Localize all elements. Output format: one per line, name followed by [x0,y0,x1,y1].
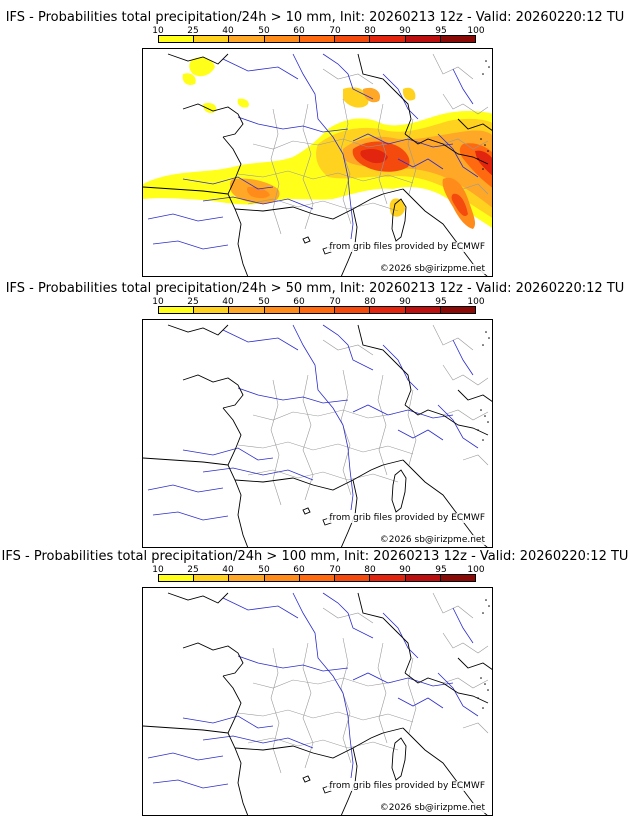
scale-swatch [194,575,230,581]
scale-swatch [194,307,230,313]
color-scale-bar [158,306,476,314]
scale-label: 95 [435,565,447,575]
forecast-panel-100mm: IFS - Probabilities total precipitation/… [0,539,630,816]
copyright-notice: ©2026 sb@irizpme.net [377,803,487,813]
copyright-notice: ©2026 sb@irizpme.net [377,264,487,274]
scale-swatch [229,575,265,581]
data-source-credit: from grib files provided by ECMWF [327,781,487,791]
scale-label: 25 [187,565,199,575]
scale-label: 90 [399,565,411,575]
forecast-panel-50mm: IFS - Probabilities total precipitation/… [0,271,630,548]
scale-swatch [335,36,371,42]
scale-swatch [299,575,336,581]
probability-map: from grib files provided by ECMWF ©2026 … [142,319,493,548]
scale-swatch [229,307,265,313]
scale-label: 40 [222,26,234,36]
scale-label: 95 [435,297,447,307]
color-scale-bar [158,574,476,582]
scale-label: 100 [467,565,485,575]
probability-map: from grib files provided by ECMWF ©2026 … [142,48,493,277]
scale-label: 25 [187,297,199,307]
scale-swatch [440,575,475,581]
scale-swatch [159,36,195,42]
scale-swatch [335,575,371,581]
scale-swatch [405,36,441,42]
scale-label: 70 [329,297,341,307]
scale-swatch [264,575,300,581]
scale-swatch [159,575,195,581]
scale-swatch [370,307,406,313]
scale-label: 40 [222,297,234,307]
forecast-panel-10mm: IFS - Probabilities total precipitation/… [0,0,630,277]
scale-label: 60 [293,26,305,36]
scale-swatch [370,575,406,581]
scale-label: 90 [399,297,411,307]
scale-label: 100 [467,26,485,36]
panel-title: IFS - Probabilities total precipitation/… [5,10,625,25]
scale-label: 10 [152,565,164,575]
scale-swatch [159,307,195,313]
scale-label: 70 [329,26,341,36]
copyright-notice: ©2026 sb@irizpme.net [377,535,487,545]
scale-label: 80 [364,26,376,36]
scale-swatch [440,307,475,313]
scale-label: 60 [293,297,305,307]
scale-swatch [405,575,441,581]
scale-label: 80 [364,297,376,307]
scale-swatch [264,36,300,42]
color-scale-labels: 10 25 40 50 60 70 80 90 95 100 [152,26,484,36]
scale-label: 100 [467,297,485,307]
scale-label: 25 [187,26,199,36]
scale-label: 90 [399,26,411,36]
scale-label: 40 [222,565,234,575]
scale-label: 50 [258,26,270,36]
scale-swatch [299,307,336,313]
scale-swatch [299,36,336,42]
scale-swatch [194,36,230,42]
scale-swatch [264,307,300,313]
color-scale-labels: 10 25 40 50 60 70 80 90 95 100 [152,297,484,307]
map-svg [143,53,492,276]
scale-label: 50 [258,297,270,307]
scale-label: 70 [329,565,341,575]
color-scale-bar [158,35,476,43]
scale-swatch [370,36,406,42]
scale-label: 80 [364,565,376,575]
scale-swatch [335,307,371,313]
scale-swatch [440,36,475,42]
scale-swatch [229,36,265,42]
color-scale-labels: 10 25 40 50 60 70 80 90 95 100 [152,565,484,575]
data-source-credit: from grib files provided by ECMWF [327,242,487,252]
scale-label: 60 [293,565,305,575]
scale-label: 50 [258,565,270,575]
scale-label: 10 [152,26,164,36]
probability-map: from grib files provided by ECMWF ©2026 … [142,587,493,816]
scale-label: 10 [152,297,164,307]
panel-title: IFS - Probabilities total precipitation/… [1,549,629,564]
data-source-credit: from grib files provided by ECMWF [327,513,487,523]
scale-swatch [405,307,441,313]
panel-title: IFS - Probabilities total precipitation/… [5,281,625,296]
scale-label: 95 [435,26,447,36]
